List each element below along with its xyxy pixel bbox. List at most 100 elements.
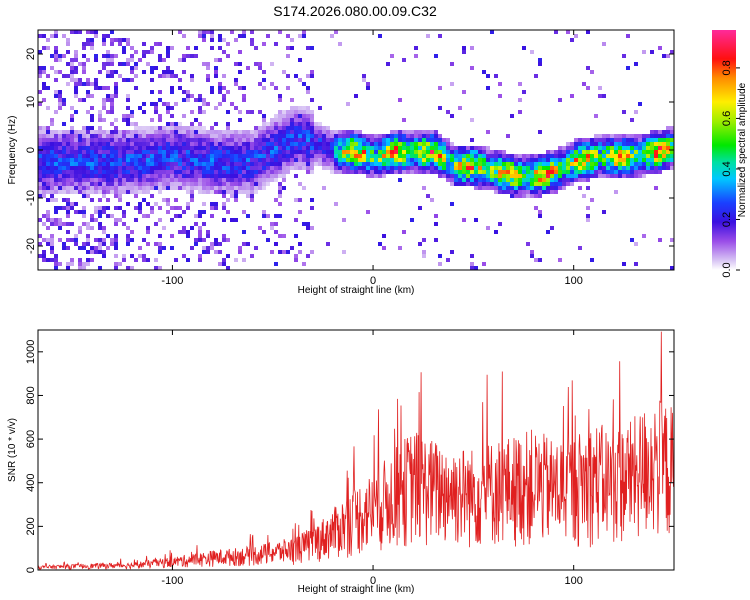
heatmap-cell [134,162,138,166]
heatmap-cell [122,138,126,142]
heatmap-cell [198,130,202,134]
heatmap-cell [254,154,258,158]
heatmap-cell [558,146,562,150]
heatmap-cell [478,162,482,166]
heatmap-cell [190,78,194,82]
heatmap-cell [54,70,58,74]
heatmap-cell [662,138,666,142]
heatmap-cell [154,242,158,246]
heatmap-cell [394,158,398,162]
heatmap-cell [218,162,222,166]
heatmap-cell [510,114,514,118]
heatmap-cell [390,142,394,146]
heatmap-cell [74,242,78,246]
heatmap-cell [642,146,646,150]
heatmap-cell [670,154,674,158]
heatmap-cell [258,134,262,138]
heatmap-cell [446,150,450,154]
heatmap-cell [222,146,226,150]
heatmap-cell [426,34,430,38]
heatmap-cell [102,130,106,134]
heatmap-cell [74,94,78,98]
heatmap-cell [146,226,150,230]
heatmap-cell [666,134,670,138]
heatmap-cell [94,138,98,142]
heatmap-cell [178,162,182,166]
heatmap-cell [126,42,130,46]
heatmap-cell [274,154,278,158]
heatmap-cell [254,126,258,130]
heatmap-cell [382,162,386,166]
heatmap-cell [170,90,174,94]
heatmap-cell [510,166,514,170]
heatmap-cell [162,134,166,138]
heatmap-cell [450,178,454,182]
heatmap-cell [174,166,178,170]
heatmap-cell [54,110,58,114]
heatmap-cell [502,166,506,170]
heatmap-cell [126,58,130,62]
heatmap-cell [658,146,662,150]
snr-x-ticks: -100 0 100 [161,330,583,587]
heatmap-cell [110,70,114,74]
heatmap-cell [286,250,290,254]
heatmap-cell [494,162,498,166]
heatmap-cell [138,126,142,130]
heatmap-cell [226,166,230,170]
heatmap-cell [670,166,674,170]
heatmap-cell [274,138,278,142]
heatmap-cell [634,242,638,246]
heatmap-cell [174,170,178,174]
heatmap-cell [250,150,254,154]
heatmap-cell [186,126,190,130]
heatmap-cell [194,130,198,134]
heatmap-cell [94,238,98,242]
heatmap-cell [342,158,346,162]
heatmap-cell [666,166,670,170]
heatmap-cell [190,126,194,130]
heatmap-cell [298,242,302,246]
heatmap-cell [158,114,162,118]
heatmap-cell [150,70,154,74]
heatmap-cell [62,150,66,154]
heatmap-cell [554,166,558,170]
heatmap-cell [138,130,142,134]
heatmap-cell [286,114,290,118]
heatmap-cell [510,174,514,178]
heatmap-cell [134,66,138,70]
heatmap-cell [226,146,230,150]
heatmap-cell [194,238,198,242]
heatmap-cell [46,130,50,134]
heatmap-cell [198,158,202,162]
heatmap-cell [546,166,550,170]
heatmap-cell [62,98,66,102]
heatmap-cell [226,42,230,46]
heatmap-cell [558,166,562,170]
heatmap-cell [90,150,94,154]
heatmap-cell [470,174,474,178]
heatmap-cell [362,134,366,138]
heatmap-cell [306,166,310,170]
heatmap-cell [162,154,166,158]
heatmap-cell [258,162,262,166]
heatmap-cell [310,146,314,150]
heatmap-cell [630,166,634,170]
heatmap-cell [218,178,222,182]
heatmap-cell [78,82,82,86]
heatmap-cell [158,242,162,246]
heatmap-cell [286,158,290,162]
heatmap-cell [474,266,478,270]
heatmap-cell [230,30,234,34]
heatmap-cell [318,158,322,162]
heatmap-cell [262,78,266,82]
heatmap-cell [350,150,354,154]
heatmap-cell [50,138,54,142]
heatmap-cell [82,54,86,58]
heatmap-cell [54,150,58,154]
heatmap-cell [162,142,166,146]
heatmap-cell [234,78,238,82]
heatmap-cell [578,158,582,162]
heatmap-cell [202,146,206,150]
heatmap-cell [538,194,542,198]
heatmap-cell [270,130,274,134]
